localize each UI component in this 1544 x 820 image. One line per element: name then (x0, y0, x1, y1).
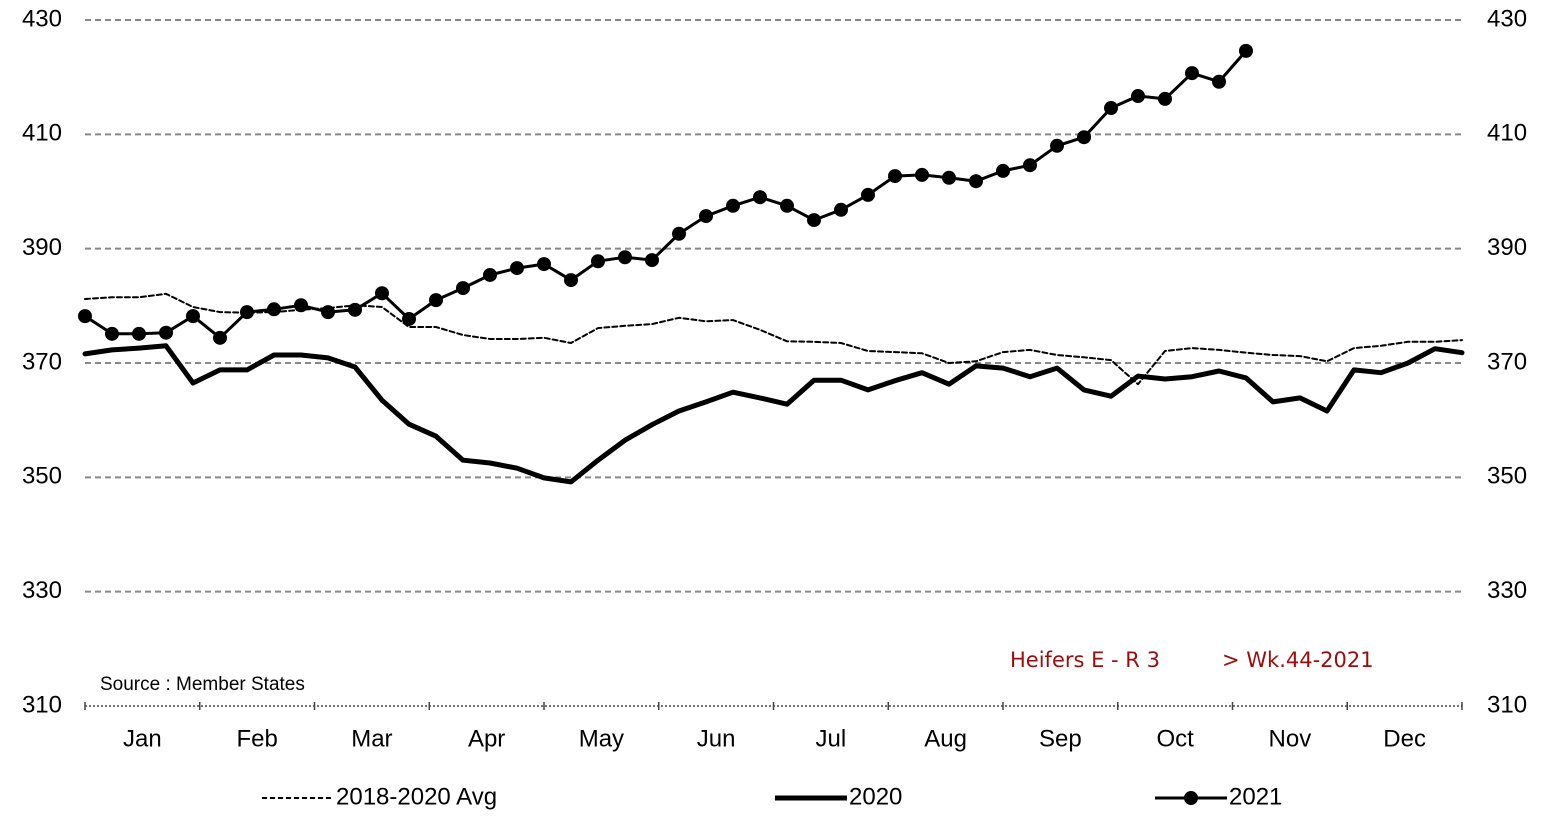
y2-tick-label: 350 (1487, 463, 1527, 490)
data-point (78, 309, 92, 324)
y2-tick-label: 330 (1487, 577, 1527, 604)
data-point (159, 325, 173, 340)
data-point (1023, 158, 1037, 173)
y-tick-label: 370 (22, 348, 62, 375)
x-tick-label: Apr (468, 725, 505, 752)
y-tick-label: 310 (22, 691, 62, 718)
data-point (402, 311, 416, 326)
data-point (105, 326, 119, 341)
data-point (861, 187, 875, 202)
data-point (915, 167, 929, 182)
data-point (942, 170, 956, 185)
legend-label: 2021 (1229, 783, 1282, 810)
data-point (726, 198, 740, 213)
legend-label: 2020 (849, 783, 902, 810)
data-point (537, 257, 551, 272)
legend-item: 2021 (1155, 783, 1282, 810)
data-point (456, 281, 470, 296)
source-note: Source : Member States (100, 674, 305, 695)
x-tick-label: Nov (1269, 725, 1312, 752)
data-point (429, 293, 443, 308)
x-tick-label: May (579, 725, 624, 752)
y2-tick-label: 310 (1487, 691, 1527, 718)
x-tick-label: Aug (924, 725, 967, 752)
x-tick-label: Jun (697, 725, 736, 752)
data-point (807, 213, 821, 228)
data-point (1131, 89, 1145, 104)
data-point (294, 298, 308, 313)
y2-tick-label: 370 (1487, 348, 1527, 375)
legend-item: 2018-2020 Avg (262, 783, 497, 810)
data-point (564, 273, 578, 288)
y2-tick-label: 390 (1487, 234, 1527, 261)
data-point (186, 309, 200, 324)
y-tick-label: 330 (22, 577, 62, 604)
y-tick-label: 410 (22, 120, 62, 147)
y-tick-label: 350 (22, 463, 62, 490)
legend-item: 2020 (775, 783, 902, 810)
data-point (1212, 74, 1226, 89)
data-point (321, 305, 335, 320)
data-point (348, 302, 362, 317)
data-point (618, 250, 632, 265)
x-tick-label: Sep (1039, 725, 1082, 752)
annotation: Heifers E - R 3 (1010, 648, 1160, 672)
data-point (510, 261, 524, 276)
y-tick-label: 390 (22, 234, 62, 261)
data-point (267, 302, 281, 317)
data-point (888, 169, 902, 184)
data-point (672, 226, 686, 241)
data-point (1077, 130, 1091, 145)
data-point (996, 163, 1010, 178)
series-line (82, 343, 1465, 485)
data-point (1158, 91, 1172, 106)
x-tick-label: Mar (351, 725, 392, 752)
data-point (699, 209, 713, 224)
data-point (1104, 101, 1118, 116)
x-tick-label: Jan (123, 725, 162, 752)
legend-label: 2018-2020 Avg (336, 783, 497, 810)
x-tick-label: Dec (1383, 725, 1426, 752)
data-point (969, 174, 983, 189)
series-line (83, 49, 1248, 340)
data-point (132, 326, 146, 341)
data-point (483, 267, 497, 282)
data-point (780, 198, 794, 213)
data-point (591, 254, 605, 269)
data-point (645, 253, 659, 268)
data-point (1239, 43, 1253, 58)
x-tick-label: Oct (1156, 725, 1194, 752)
x-tick-label: Feb (236, 725, 277, 752)
data-point (375, 286, 389, 301)
y2-tick-label: 430 (1487, 5, 1527, 32)
annotation: > Wk.44-2021 (1222, 648, 1374, 672)
data-point (753, 190, 767, 205)
data-point (1185, 66, 1199, 81)
x-tick-label: Jul (816, 725, 847, 752)
data-point (1050, 138, 1064, 153)
data-point (240, 305, 254, 320)
data-point (834, 202, 848, 217)
data-point (213, 330, 227, 345)
y2-tick-label: 410 (1487, 120, 1527, 147)
y-tick-label: 430 (22, 5, 62, 32)
legend-marker (1184, 791, 1198, 805)
